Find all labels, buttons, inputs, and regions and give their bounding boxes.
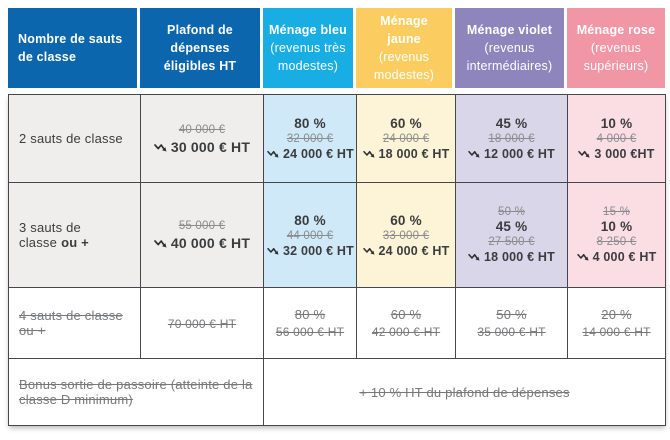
cell-violet-2-sauts: 45 % 18 000 € 12 000 € HT <box>455 94 568 183</box>
pct-value: 45 % <box>495 116 528 131</box>
cell-rose-4-sauts: 20 % 14 000 € HT <box>567 287 666 359</box>
decrease-arrow-icon <box>267 247 280 255</box>
plafond-old-value: 55 000 € <box>178 220 226 232</box>
header-menage-rose: Ménage rose (revenus supérieurs) <box>567 8 665 88</box>
pct-value: 10 % <box>600 219 633 234</box>
new-value: 18 000 € HT <box>360 147 452 161</box>
menage-jaune-subtitle: (revenus modestes) <box>373 50 435 83</box>
cell-bleu-2-sauts: 80 % 32 000 € 24 000 € HT <box>263 94 357 183</box>
old-value: 4 000 € <box>596 133 637 145</box>
menage-rose-name: Ménage rose <box>576 22 656 37</box>
header-nombre-sauts: Nombre de sauts de classe <box>8 8 140 88</box>
header-menage-jaune: Ménage jaune (revenus modestes) <box>356 8 455 88</box>
cell-plafond-2-sauts: 40 000 € 30 000 € HT <box>140 94 264 183</box>
cell-bonus-value: + 10 % HT du plafond de dépenses <box>263 358 666 426</box>
menage-violet-subtitle: (revenus intermédiaires) <box>466 40 553 74</box>
old-value: 24 000 € <box>382 133 430 145</box>
decrease-arrow-icon <box>362 150 375 159</box>
header-menage-bleu: Ménage bleu (revenus très modestes) <box>263 8 356 88</box>
old-value: 8 250 € <box>596 236 637 248</box>
decrease-arrow-icon <box>154 240 168 249</box>
old-value: 33 000 € <box>382 229 430 242</box>
aid-ceiling-table: Nombre de sauts de classe Plafond de dép… <box>8 8 666 426</box>
decrease-arrow-icon <box>468 253 481 262</box>
row-4-sauts-struck: 4 sauts de classe ou + 70 000 € HT 80 % … <box>8 287 666 359</box>
cell-plafond-4-sauts: 70 000 € HT <box>140 287 264 359</box>
new-value: 24 000 € HT <box>267 147 354 161</box>
decrease-arrow-icon <box>267 150 280 159</box>
cell-label-2-sauts: 2 sauts de classe <box>8 94 141 183</box>
old-value: 32 000 € <box>286 133 334 145</box>
cell-label-3-sauts: 3 sauts de classe ou + <box>8 182 141 288</box>
table-body: 2 sauts de classe 40 000 € 30 000 € HT 8… <box>8 94 666 426</box>
cell-plafond-3-sauts: 55 000 € 40 000 € HT <box>140 182 264 288</box>
cell-bleu-4-sauts: 80 % 56 000 € HT <box>263 287 357 359</box>
pct-value: 80 % <box>294 212 326 228</box>
pct-value: 45 % <box>495 219 528 234</box>
pct-value: 60 % <box>390 212 422 228</box>
decrease-arrow-icon <box>154 143 168 152</box>
decrease-arrow-icon <box>362 247 375 255</box>
old-value: 18 000 € <box>488 133 535 145</box>
new-value: 4 000 € HT <box>571 250 662 264</box>
menage-violet-name: Ménage violet <box>466 22 553 37</box>
pct-old-value: 50 % <box>497 206 525 218</box>
pct-value: 60 % <box>390 116 422 131</box>
new-value: 32 000 € HT <box>267 244 354 258</box>
cell-violet-3-sauts: 50 % 45 % 27 500 € 18 000 € HT <box>455 182 568 288</box>
cell-rose-2-sauts: 10 % 4 000 € 3 000 €HT <box>567 94 666 183</box>
cell-jaune-2-sauts: 60 % 24 000 € 18 000 € HT <box>356 94 456 183</box>
cell-label-4-sauts: 4 sauts de classe ou + <box>8 287 141 359</box>
header-plafond-label: Plafond de dépenses éligibles HT <box>163 22 237 74</box>
header-menage-violet: Ménage violet (revenus intermédiaires) <box>455 8 567 88</box>
new-value: 24 000 € HT <box>360 244 452 258</box>
row-3-sauts: 3 sauts de classe ou + 55 000 € 40 000 € … <box>8 182 666 288</box>
cell-jaune-3-sauts: 60 % 33 000 € 24 000 € HT <box>356 182 456 288</box>
plafond-new-value: 40 000 € HT <box>144 235 260 251</box>
pct-old-value: 15 % <box>602 206 630 218</box>
row-2-sauts: 2 sauts de classe 40 000 € 30 000 € HT 8… <box>8 94 666 183</box>
label-bold-suffix: ou + <box>61 235 89 250</box>
old-value: 44 000 € <box>286 229 334 242</box>
menage-bleu-subtitle: (revenus très modestes) <box>270 40 346 74</box>
menage-rose-subtitle: (revenus supérieurs) <box>583 40 649 74</box>
table-header-row: Nombre de sauts de classe Plafond de dép… <box>8 8 665 88</box>
plafond-old-value: 40 000 € <box>178 123 226 136</box>
new-value: 18 000 € HT <box>459 250 564 264</box>
old-value: 27 500 € <box>488 236 535 248</box>
menage-jaune-name: Ménage jaune <box>380 13 428 46</box>
row-bonus-struck: Bonus sortie de passoire (atteinte de la… <box>8 358 666 426</box>
new-value: 12 000 € HT <box>459 147 564 161</box>
new-value: 3 000 €HT <box>571 147 662 161</box>
menage-bleu-name: Ménage bleu <box>269 22 347 37</box>
decrease-arrow-icon <box>578 150 591 159</box>
cell-jaune-4-sauts: 60 % 42 000 € HT <box>356 287 456 359</box>
cell-bonus-label: Bonus sortie de passoire (atteinte de la… <box>8 358 264 426</box>
decrease-arrow-icon <box>576 253 589 262</box>
pct-value: 10 % <box>600 116 633 131</box>
cell-bleu-3-sauts: 80 % 44 000 € 32 000 € HT <box>263 182 357 288</box>
plafond-new-value: 30 000 € HT <box>144 139 260 155</box>
decrease-arrow-icon <box>468 150 481 159</box>
header-plafond: Plafond de dépenses éligibles HT <box>140 8 263 88</box>
cell-rose-3-sauts: 15 % 10 % 8 250 € 4 000 € HT <box>567 182 666 288</box>
cell-violet-4-sauts: 50 % 35 000 € HT <box>455 287 568 359</box>
pct-value: 80 % <box>294 116 326 131</box>
header-nombre-sauts-label: Nombre de sauts de classe <box>18 31 123 64</box>
